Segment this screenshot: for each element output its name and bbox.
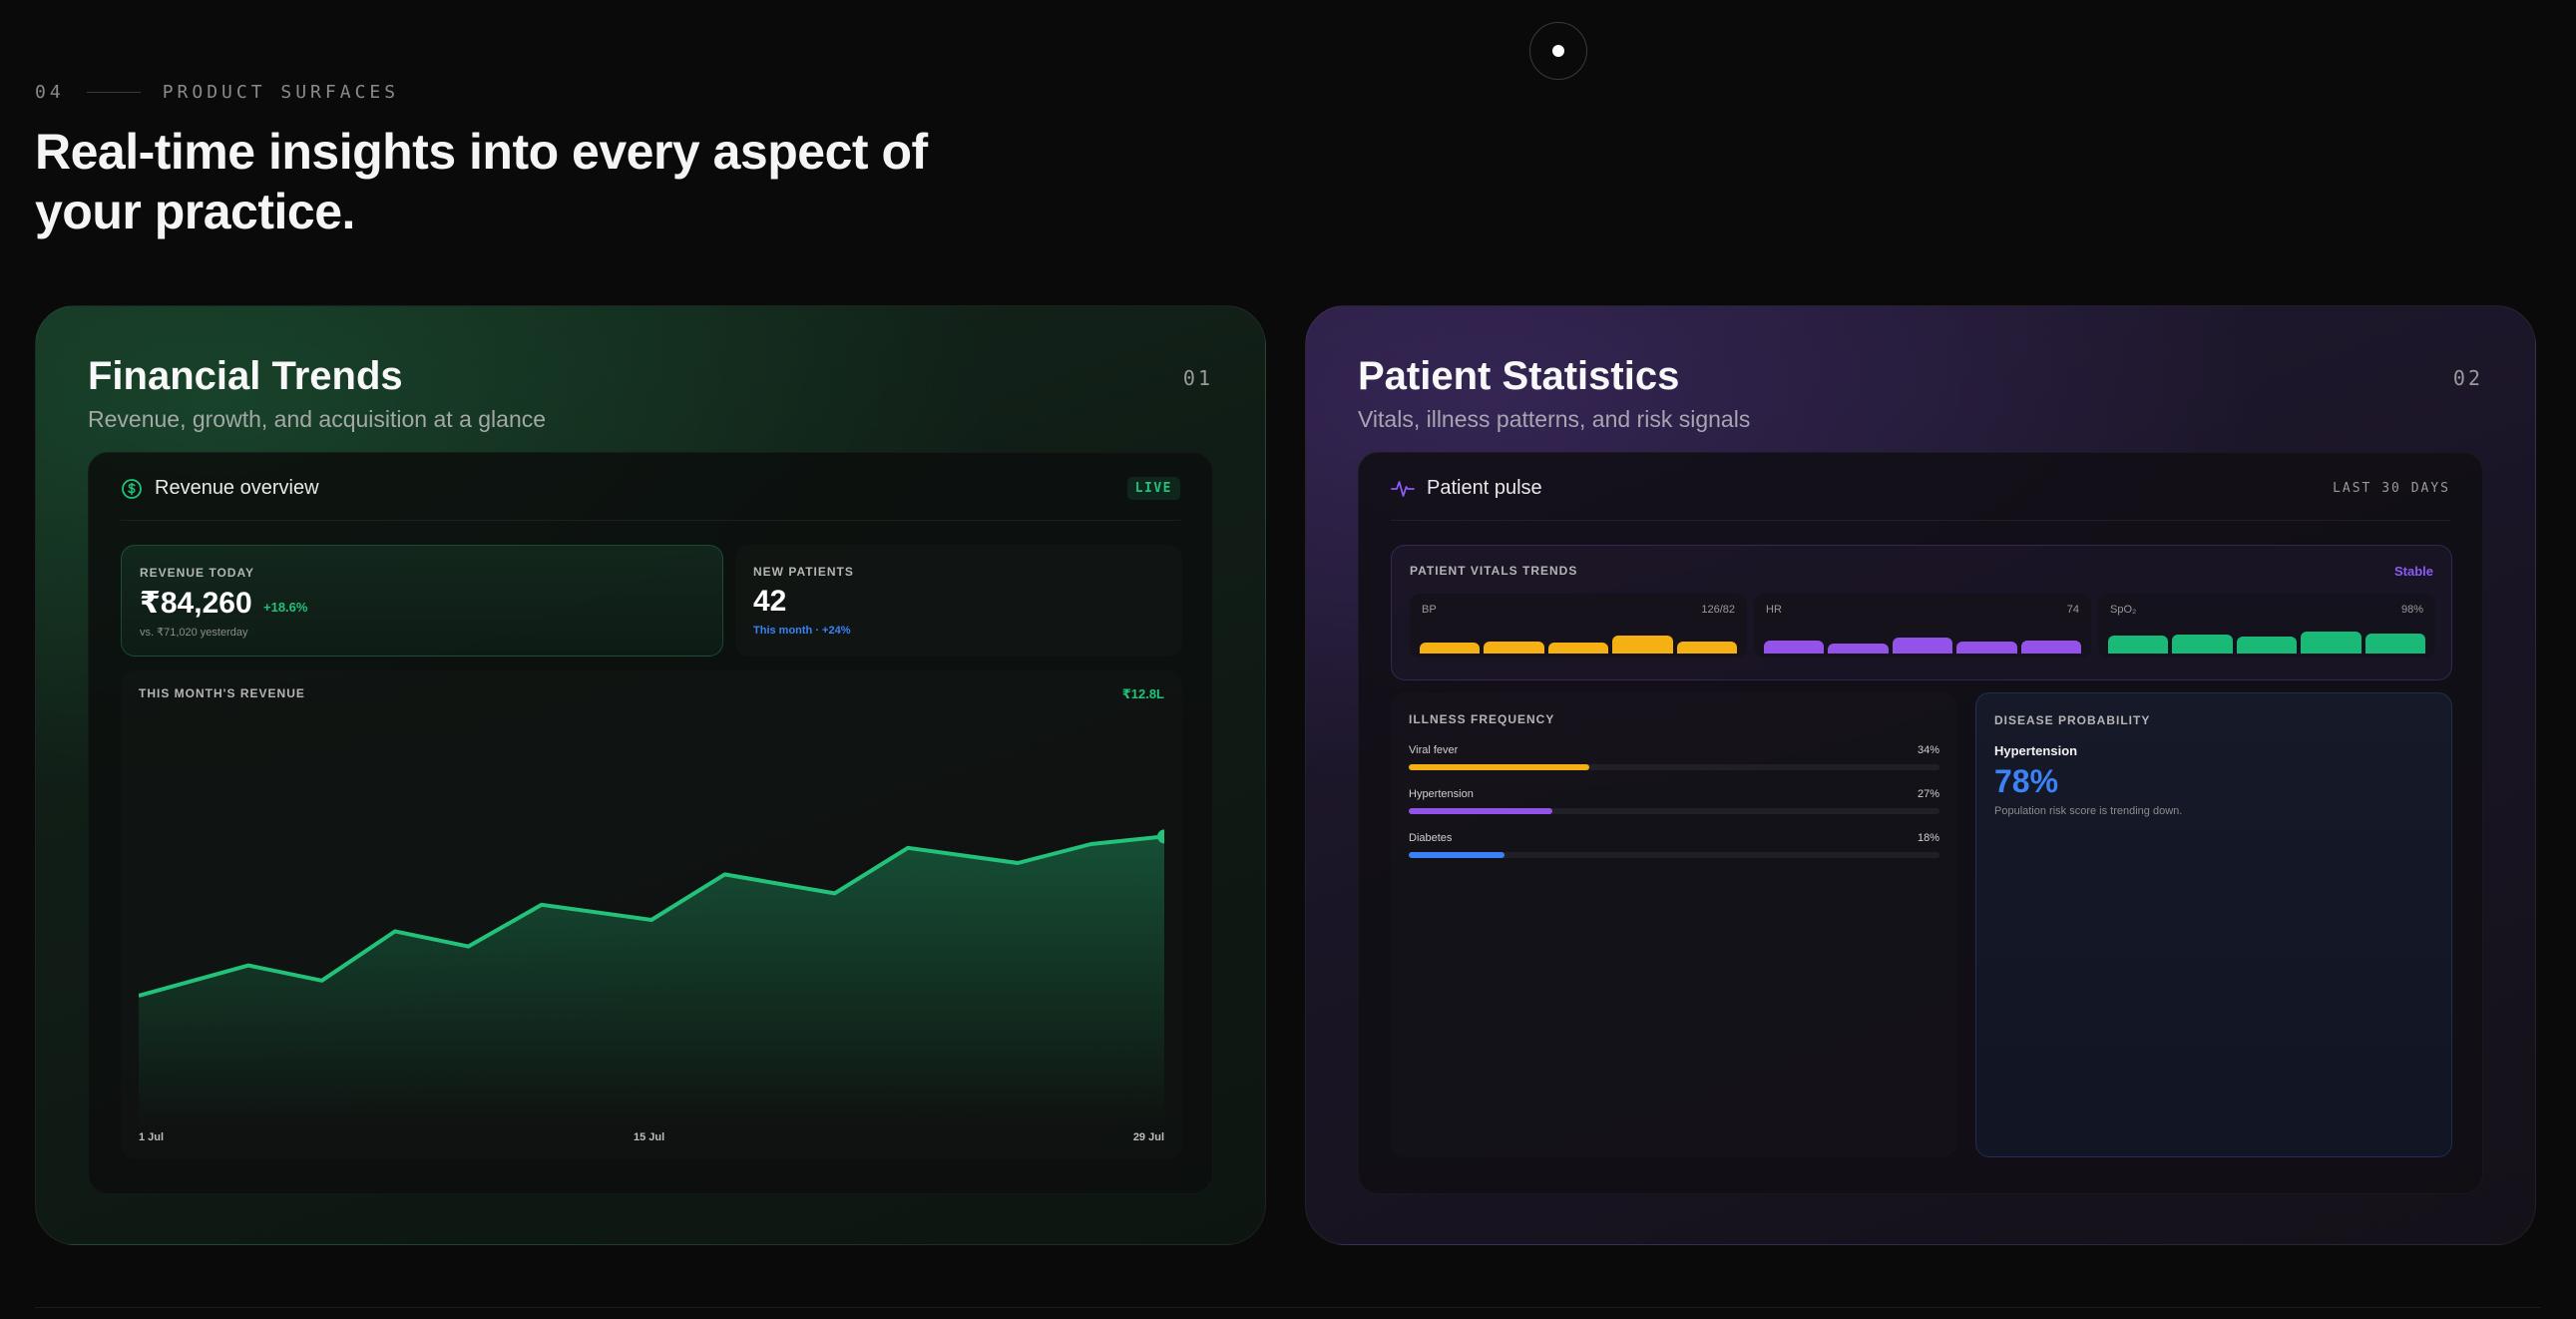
monthly-revenue-chart[interactable]: THIS MONTH'S REVENUE ₹12.8L 1 Jul 15 Jul… [121, 670, 1182, 1159]
vital-bar [1547, 643, 1609, 654]
scroll-indicator[interactable] [1529, 22, 1587, 80]
revenue-today-stat[interactable]: REVENUE TODAY ₹84,260 +18.6% vs. ₹71,020… [121, 545, 723, 657]
vital-bar [1484, 642, 1544, 654]
vital-value: 98% [2400, 604, 2423, 616]
illness-fill [1409, 852, 1504, 858]
new-patients-stat[interactable]: NEW PATIENTS 42 This month · +24% [735, 545, 1182, 657]
illness-name: Viral fever [1409, 744, 1459, 756]
bottom-divider [35, 1307, 2541, 1308]
illness-fill [1409, 764, 1589, 770]
illness-fill [1409, 808, 1552, 814]
vital-bar [1612, 636, 1673, 654]
section-number: 04 [35, 82, 65, 103]
section-eyebrow: 04 PRODUCT SURFACES [35, 82, 399, 103]
vital-spo2[interactable]: SpO₂ 98% [2098, 594, 2435, 658]
illness-row[interactable]: Hypertension 27% [1409, 788, 1939, 818]
date-range-label: LAST 30 DAYS [2333, 481, 2450, 496]
illness-pct: 27% [1917, 788, 1939, 800]
card-subtitle: Vitals, illness patterns, and risk signa… [1358, 406, 1751, 432]
illness-track [1409, 764, 1939, 770]
illness-row[interactable]: Viral fever 34% [1409, 744, 1939, 774]
vital-value: 74 [2066, 604, 2079, 616]
vital-bars [1420, 630, 1738, 654]
illness-row[interactable]: Diabetes 18% [1409, 832, 1939, 862]
revenue-area-fill [139, 836, 1164, 1129]
revenue-area-chart [139, 829, 1164, 1129]
vital-bar [1828, 644, 1889, 654]
panel-header: Patient pulse LAST 30 DAYS [1391, 477, 2450, 521]
vital-bar [1420, 643, 1481, 654]
card-subtitle: Revenue, growth, and acquisition at a gl… [88, 406, 547, 432]
panel-title: Patient pulse [1427, 477, 1542, 499]
vital-name: SpO₂ [2110, 604, 2137, 616]
panel-title: Revenue overview [155, 477, 319, 499]
card-title: Financial Trends [88, 354, 403, 398]
live-badge: LIVE [1126, 477, 1180, 500]
stat-delta: +18.6% [263, 600, 308, 615]
vital-bar [1956, 642, 2017, 654]
revenue-data-point[interactable] [1157, 829, 1164, 844]
revenue-overview-panel: Revenue overview LIVE REVENUE TODAY ₹84,… [88, 452, 1213, 1194]
vital-hr[interactable]: HR 74 [1754, 594, 2091, 658]
vital-bar [2172, 634, 2233, 654]
vital-bar [2301, 632, 2361, 654]
financial-trends-card[interactable]: Financial Trends Revenue, growth, and ac… [35, 305, 1266, 1245]
card-title: Patient Statistics [1358, 354, 1680, 398]
disease-probability-box[interactable]: DISEASE PROBABILITY Hypertension 78% Pop… [1975, 692, 2452, 1157]
vital-bar [1892, 638, 1953, 654]
chart-title: THIS MONTH'S REVENUE [139, 686, 305, 700]
disease-pct: 78% [1994, 763, 2059, 799]
patient-pulse-panel: Patient pulse LAST 30 DAYS PATIENT VITAL… [1358, 452, 2483, 1194]
illness-name: Diabetes [1409, 832, 1453, 844]
page-headline: Real-time insights into every aspect of … [35, 124, 928, 239]
illness-label: ILLNESS FREQUENCY [1409, 712, 1555, 726]
vital-bp[interactable]: BP 126/82 [1410, 594, 1747, 658]
vital-bar [2364, 634, 2426, 654]
vitals-status: Stable [2393, 564, 2433, 579]
disease-label: DISEASE PROBABILITY [1994, 713, 2151, 727]
vital-name: HR [1766, 604, 1782, 616]
pulse-icon [1391, 480, 1415, 497]
illness-track [1409, 852, 1939, 858]
vital-bars [2108, 630, 2426, 654]
stat-value: ₹84,260 [140, 587, 252, 620]
section-label: PRODUCT SURFACES [162, 82, 400, 103]
panel-header: Revenue overview LIVE [121, 477, 1180, 521]
dot-icon [1552, 45, 1564, 57]
vital-bar [2020, 640, 2082, 654]
vital-bar [1764, 640, 1825, 654]
disease-note: Population risk score is trending down. [1994, 805, 2183, 817]
illness-frequency-box: ILLNESS FREQUENCY Viral fever 34% Hypert… [1391, 692, 1957, 1157]
illness-name: Hypertension [1409, 788, 1474, 800]
disease-name: Hypertension [1994, 743, 2078, 758]
eyebrow-divider [86, 92, 141, 93]
chart-total: ₹12.8L [1121, 686, 1164, 701]
vital-bar [1676, 642, 1738, 654]
vitals-label: PATIENT VITALS TRENDS [1410, 564, 1578, 578]
x-tick-label: 1 Jul [139, 1131, 165, 1143]
illness-pct: 18% [1917, 832, 1939, 844]
vital-bar [2108, 636, 2169, 654]
revenue-series-line [139, 834, 1164, 998]
rupee-coin-icon [122, 478, 142, 499]
stat-note: This month · +24% [753, 625, 851, 637]
stat-label: NEW PATIENTS [753, 565, 854, 579]
vitals-trends-box: PATIENT VITALS TRENDS Stable BP 126/82 H… [1391, 545, 2452, 680]
card-number: 01 [1182, 366, 1213, 390]
vital-name: BP [1422, 604, 1437, 616]
vital-value: 126/82 [1701, 604, 1735, 616]
x-tick-label: 29 Jul [1132, 1131, 1164, 1143]
vital-bar [2236, 636, 2298, 654]
stat-label: REVENUE TODAY [140, 566, 255, 580]
illness-track [1409, 808, 1939, 814]
x-tick-label: 15 Jul [634, 1131, 665, 1143]
patient-statistics-card[interactable]: Patient Statistics Vitals, illness patte… [1305, 305, 2536, 1245]
vital-bars [1764, 630, 2082, 654]
stat-value: 42 [753, 585, 787, 618]
illness-pct: 34% [1917, 744, 1939, 756]
card-number: 02 [2452, 366, 2483, 390]
stat-note: vs. ₹71,020 yesterday [140, 627, 248, 639]
